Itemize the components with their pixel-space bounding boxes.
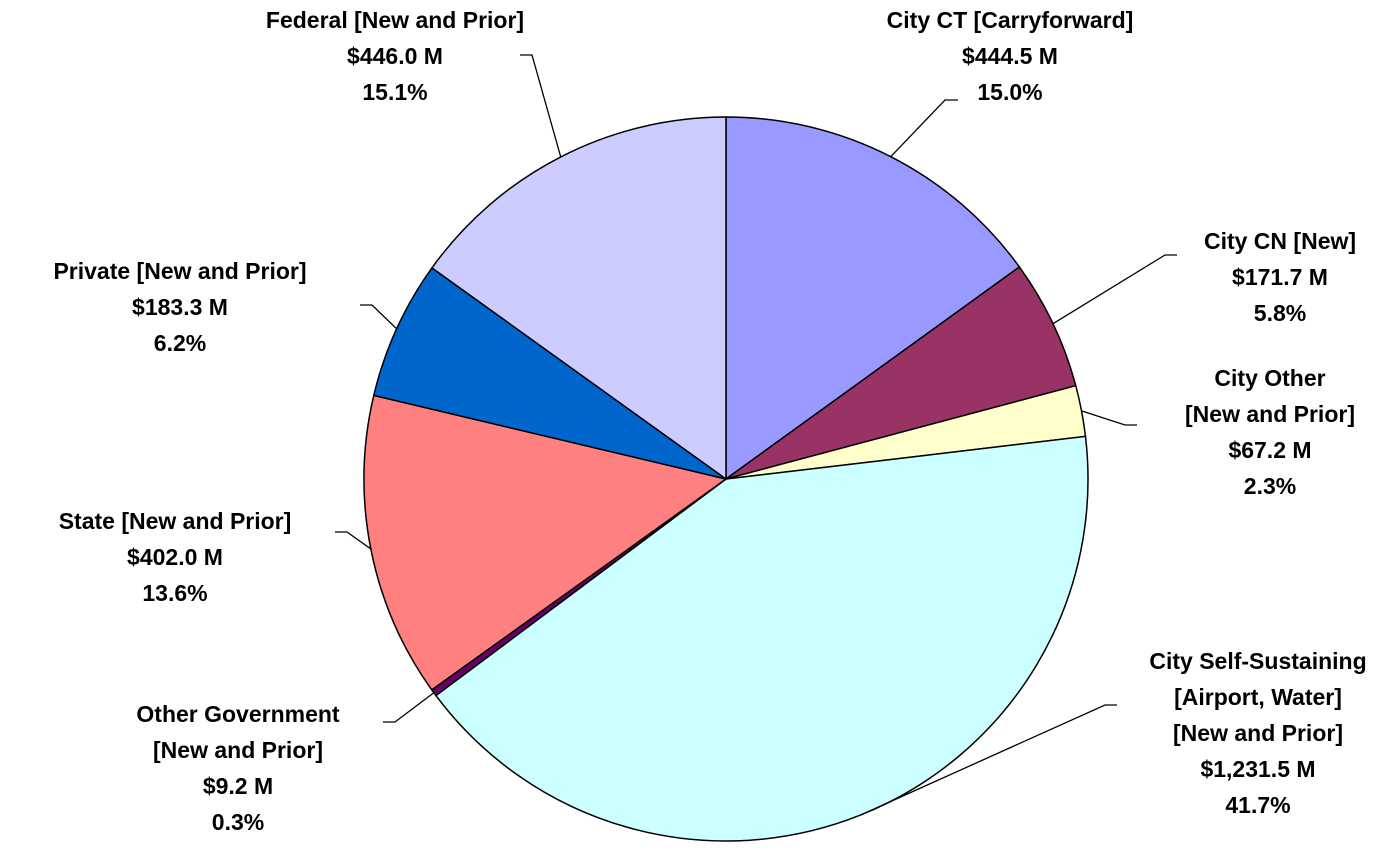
pie-wedge [372,266,727,480]
leader-line [1052,254,1177,325]
percent-label: 0.3% [212,809,264,835]
slice-label: [New and Prior] [1185,401,1355,427]
slice-label: State [New and Prior] [59,508,292,534]
value-label: $183.3 M [132,294,228,320]
slice-label: Federal [New and Prior] [266,7,524,33]
pie-wedge [725,265,1077,480]
percent-label: 41.7% [1225,792,1290,818]
value-label: $444.5 M [962,43,1058,69]
slice-label: City CT [Carryforward] [887,7,1134,33]
percent-label: 13.6% [142,580,207,606]
leader-line [360,304,398,330]
slice-label: Other Government [136,701,340,727]
slice-label: [New and Prior] [1173,720,1343,746]
pie-wedge [430,116,727,481]
percent-label: 6.2% [154,330,206,356]
leader-line [383,692,435,723]
leader-line [890,99,958,158]
slice-label: City Self-Sustaining [1149,648,1366,674]
leader-line [335,531,372,550]
value-label: $9.2 M [203,773,273,799]
value-label: $402.0 M [127,544,223,570]
value-label: $171.7 M [1232,264,1328,290]
slice-label: Private [New and Prior] [53,258,306,284]
slice-label: [New and Prior] [153,737,323,763]
percent-label: 2.3% [1244,473,1296,499]
leader-line [520,54,562,158]
value-label: $1,231.5 M [1200,756,1315,782]
slice-label: City Other [1214,365,1325,391]
slice-label: [Airport, Water] [1174,684,1342,710]
percent-label: 15.1% [362,79,427,105]
leader-line [1081,410,1137,426]
value-label: $67.2 M [1228,437,1311,463]
leader-line [859,704,1117,816]
value-label: $446.0 M [347,43,443,69]
percent-label: 15.0% [977,79,1042,105]
pie-wedge [725,116,1021,481]
percent-label: 5.8% [1254,300,1306,326]
slice-label: City CN [New] [1204,228,1356,254]
